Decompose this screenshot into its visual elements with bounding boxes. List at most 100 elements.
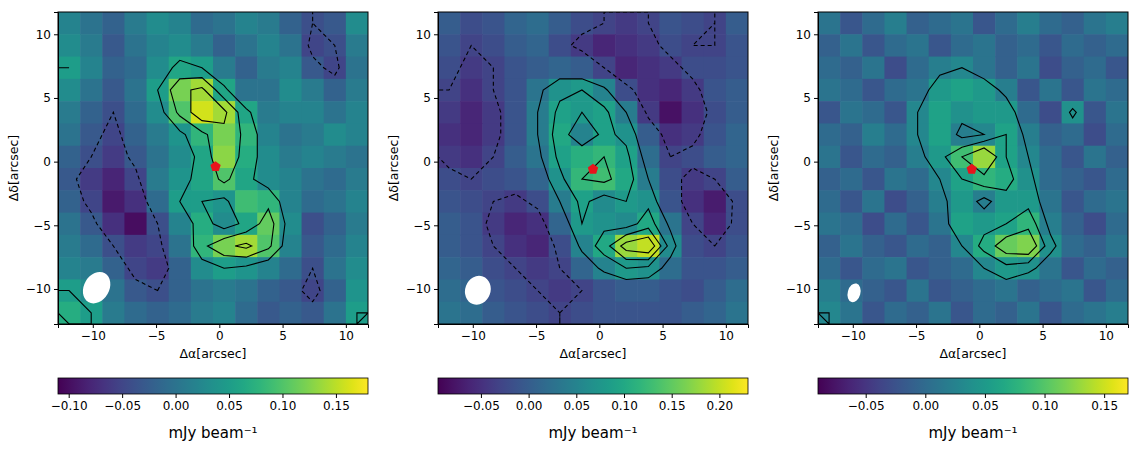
cell <box>884 146 907 169</box>
cell <box>482 168 505 191</box>
cell <box>1106 12 1128 35</box>
tick-mark <box>481 394 482 398</box>
axis-line <box>59 325 369 329</box>
cell <box>438 168 461 191</box>
cell <box>279 146 302 169</box>
cell <box>1062 101 1085 124</box>
cell <box>235 190 258 213</box>
tick-mark <box>473 324 474 328</box>
cell <box>279 257 302 280</box>
cell <box>279 101 302 124</box>
cell <box>102 168 125 191</box>
x-axis-title: Δα[arcsec] <box>939 346 1006 361</box>
tick: −0.05 <box>848 394 885 413</box>
cell <box>1106 257 1128 280</box>
cell <box>279 34 302 57</box>
tick-mark <box>122 394 123 398</box>
cell <box>80 12 103 35</box>
cell <box>102 34 125 57</box>
cell <box>704 190 727 213</box>
beam <box>845 282 862 304</box>
cell <box>951 257 974 280</box>
cell <box>549 12 572 35</box>
tick-mark <box>54 34 58 35</box>
cell <box>862 235 885 258</box>
tick-label: −5 <box>793 219 811 233</box>
tick: 0 <box>596 324 604 343</box>
cell <box>80 190 103 213</box>
tick-label: −0.05 <box>848 399 885 413</box>
tick-label: −10 <box>26 282 51 296</box>
cell <box>527 79 550 102</box>
cell <box>615 12 638 35</box>
tick-mark <box>985 394 986 398</box>
cell <box>1084 168 1107 191</box>
cell <box>346 279 368 302</box>
tick: 5 <box>1039 324 1047 343</box>
tick-label: −10 <box>81 329 106 343</box>
tick-label: 0.15 <box>659 399 686 413</box>
beam <box>461 272 495 308</box>
cell <box>102 79 125 102</box>
cell <box>324 190 347 213</box>
cell <box>124 168 147 191</box>
cell <box>257 146 280 169</box>
cell <box>995 279 1018 302</box>
cell <box>951 101 974 124</box>
cell <box>884 235 907 258</box>
cell <box>235 257 258 280</box>
cell <box>58 168 81 191</box>
cell <box>324 213 347 236</box>
cell <box>884 168 907 191</box>
cell <box>726 257 748 280</box>
tick-label: −0.05 <box>104 399 141 413</box>
cell <box>659 101 682 124</box>
cell <box>1062 190 1085 213</box>
cell <box>929 235 952 258</box>
cell <box>726 235 748 258</box>
cell <box>593 257 616 280</box>
cell <box>346 123 368 146</box>
cell <box>147 57 170 80</box>
cell <box>191 168 214 191</box>
cell <box>884 213 907 236</box>
cell <box>682 101 705 124</box>
cell <box>102 123 125 146</box>
cell <box>58 101 81 124</box>
cell <box>302 190 325 213</box>
cell <box>346 101 368 124</box>
tick-label: 10 <box>796 28 811 42</box>
tick-label: 0.10 <box>1032 399 1059 413</box>
cell <box>124 34 147 57</box>
cell <box>527 213 550 236</box>
tick-label: 5 <box>659 329 667 343</box>
cell <box>257 302 280 324</box>
tick: −5 <box>413 219 438 233</box>
tick-label: 0 <box>216 329 224 343</box>
contour <box>76 12 339 302</box>
cell <box>169 257 192 280</box>
cell <box>862 279 885 302</box>
cell <box>1084 123 1107 146</box>
cell <box>593 34 616 57</box>
cells <box>438 12 748 324</box>
cell <box>1084 34 1107 57</box>
tick: −10 <box>406 282 438 296</box>
axis-line <box>59 395 369 399</box>
contours <box>438 12 733 324</box>
cell <box>504 34 527 57</box>
contour <box>818 68 1076 324</box>
cells <box>818 12 1128 324</box>
tick: −5 <box>908 324 926 343</box>
cell <box>169 168 192 191</box>
cell <box>1039 302 1062 324</box>
cell <box>346 190 368 213</box>
cell <box>659 34 682 57</box>
tick: −5 <box>528 324 546 343</box>
cell <box>279 190 302 213</box>
cell <box>659 302 682 324</box>
cell <box>726 279 748 302</box>
cell <box>818 79 841 102</box>
tick: 10 <box>719 324 734 343</box>
cell <box>929 123 952 146</box>
